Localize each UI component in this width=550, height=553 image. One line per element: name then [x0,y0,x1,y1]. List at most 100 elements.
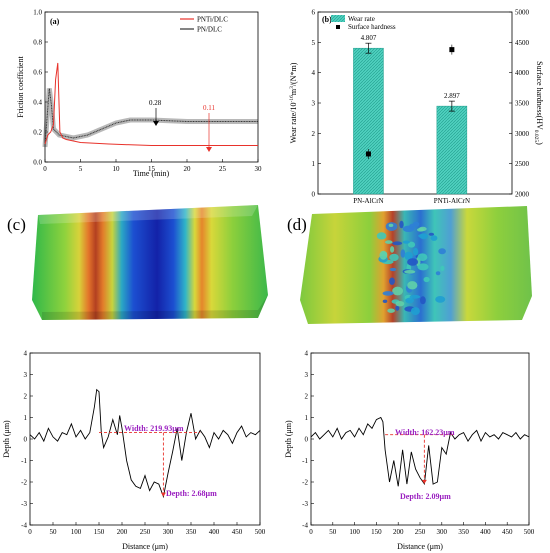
profile-d-x-axis-title: Distance (μm) [397,542,443,551]
texture-blob [400,249,406,258]
texture-blob [389,277,395,285]
panel-c-label: (c) [7,215,26,234]
wear-bar [436,105,468,195]
texture-blob [382,291,394,296]
y-tick-label: 1.0 [33,9,42,17]
y-tick-label: -2 [21,479,27,487]
texture-blob [402,225,415,232]
y-tick-label: 4 [305,350,309,358]
texture-blob [407,241,416,248]
x-tick-label: 350 [186,528,197,536]
surface-3d-d: (d) [287,206,532,324]
profile-d-annotations: Width: 162.23μm Depth: 2.09μm [395,428,455,501]
texture-blob [376,232,387,240]
texture-blob [417,228,425,232]
y-tick-label: 0.4 [33,99,42,107]
right-tick-label: 4500 [515,39,530,47]
y-tick-label: 0 [305,436,309,444]
right-tick-label: 4000 [515,69,530,77]
profile-c-x-axis-title: Distance (μm) [122,542,168,551]
annotation-0-11-arrowhead [206,147,212,152]
texture-blob [423,276,430,283]
texture-blob [410,307,420,316]
x-tick-label: 0 [43,165,47,173]
texture-blob [404,270,416,274]
y-tick-label: 1 [305,414,309,422]
x-tick-label: 200 [393,528,404,536]
texture-blob [417,263,429,271]
width-annotation-c: Width: 219.93μm [124,424,184,433]
x-tick-label: 250 [140,528,151,536]
profile-d-y-axis-title: Depth (μm) [284,420,293,458]
legend-marker-hardness [336,25,340,29]
profile-line [29,388,261,499]
texture-blob [405,297,415,304]
y-tick-label: 2 [305,393,309,401]
x-tick-label: 400 [480,528,491,536]
legend-swatch-wear-rate [331,15,345,22]
depth-profile-c: 0 50 100 150 200 250 300 350 400 450 500 4 3 2 1 0 -1 -2 -… [2,350,266,552]
profile-c-plot-area [29,352,261,526]
series-band-pn-dlc [42,88,258,148]
profile-c-annotations: Width: 219.93μm Depth: 2.68μm [124,424,217,498]
y-tick-label: -1 [21,457,27,465]
texture-blob [389,253,399,262]
annotation-0-28: 0.28 [149,99,162,107]
wear-rate-chart: 0 1 2 3 4 5 6 2000 2500 3000 3500 4000 4500 5000 4.80… [289,9,544,206]
series-line-pnti-dlc [44,62,258,146]
x-tick-label: 450 [232,528,243,536]
x-tick-label: 0 [309,528,313,536]
texture-blob [389,267,397,272]
y-tick-label: 0.8 [33,39,42,47]
left-tick-label: 0 [312,191,316,199]
y-tick-label: 1 [24,414,28,422]
texture-blob [387,308,395,313]
x-tick-label: 300 [437,528,448,536]
x-tick-label: 25 [219,165,227,173]
y-tick-label: -4 [21,522,27,530]
texture-blob [402,240,410,244]
x-tick-label: 100 [71,528,82,536]
texture-blob [417,253,428,261]
texture-blob [438,248,446,255]
x-tick-label: 400 [209,528,220,536]
x-tick-label: 10 [113,165,121,173]
left-tick-label: 1 [312,160,316,168]
texture-blob [407,281,418,290]
y-tick-label: 0.6 [33,69,42,77]
x-tick-label: 50 [329,528,337,536]
texture-blob [388,223,394,227]
x-tick-label: 5 [79,165,83,173]
x-tick-label: 50 [50,528,58,536]
texture-blob [392,286,403,296]
texture-blob [440,265,445,271]
texture-blob [395,301,405,307]
x-tick-label: 200 [117,528,128,536]
legend-label-hardness: Surface hardness [348,23,396,31]
texture-blob [420,296,426,305]
texture-blob [413,247,419,256]
profile-line [310,416,530,487]
legend-label-pnti-dlc: PNTi/DLC [197,16,228,24]
texture-blob [409,294,421,299]
left-tick-label: 2 [312,130,316,138]
y-tick-label: -3 [21,500,27,508]
y-tick-label: 3 [305,371,309,379]
y-tick-label: -4 [302,522,308,530]
x-tick-label: 0 [28,528,32,536]
x-tick-label: 150 [371,528,382,536]
texture-blob [382,299,388,303]
depth-arrowhead [160,492,166,497]
x-tick-label: 150 [94,528,105,536]
texture-blob [430,235,438,241]
texture-blob [379,250,388,260]
x-tick-label: 30 [255,165,263,173]
panel-d-label: (d) [287,215,307,234]
left-tick-label: 4 [312,69,316,77]
texture-blob [399,220,404,229]
right-tick-label: 2500 [515,160,530,168]
surface-map-d [300,206,532,324]
y-tick-label: 3 [24,371,28,379]
y-tick-label: -1 [302,457,308,465]
